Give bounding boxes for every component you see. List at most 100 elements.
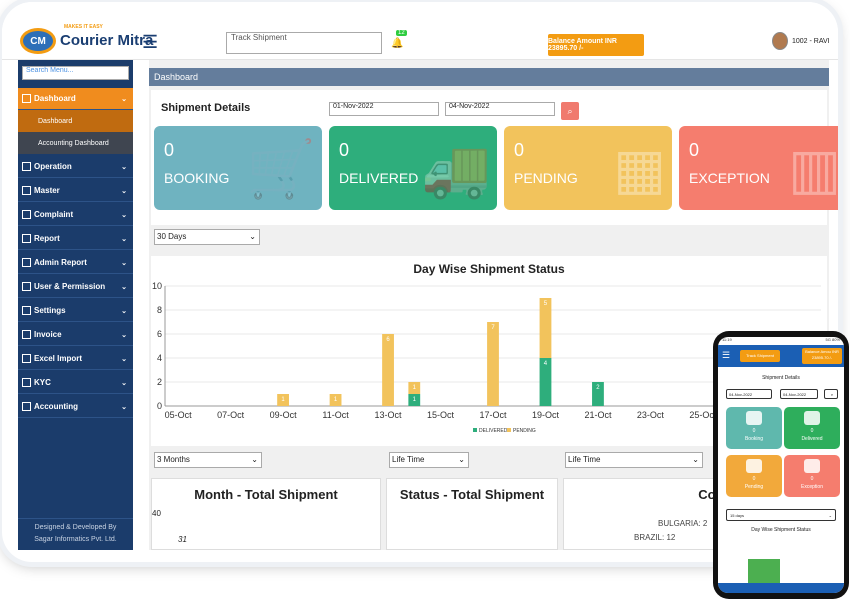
phone-date-from[interactable]: 04-Nov-2022 bbox=[726, 389, 772, 399]
sidebar-item-kyc[interactable]: KYC ⌄ bbox=[18, 372, 133, 394]
phone-card-value: 0 bbox=[810, 428, 814, 434]
phone-card-pending[interactable]: 0 Pending bbox=[726, 455, 782, 497]
sidebar-item-accounting[interactable]: Accounting ⌄ bbox=[18, 396, 133, 418]
footer-credit: Designed & Developed By Sagar Informatic… bbox=[18, 518, 133, 546]
sidebar-subitem-dashboard[interactable]: Dashboard bbox=[18, 110, 133, 132]
avatar[interactable] bbox=[772, 32, 788, 50]
chevron-down-icon: ⌄ bbox=[249, 232, 256, 241]
sidebar-subitem-accounting-dashboard[interactable]: Accounting Dashboard bbox=[18, 132, 133, 154]
card-booking[interactable]: 0 BOOKING 🛒 bbox=[154, 126, 322, 210]
x-tick-label: 07-Oct bbox=[217, 410, 245, 420]
x-tick-label: 25-Oct bbox=[689, 410, 717, 420]
chevron-down-icon: ⌄ bbox=[828, 513, 832, 518]
sidebar-item-label: Admin Report bbox=[34, 258, 87, 267]
bar-pending bbox=[277, 394, 289, 406]
trolley-icon: 🛒 bbox=[246, 137, 316, 200]
sidebar-item-user-permission[interactable]: User & Permission ⌄ bbox=[18, 276, 133, 298]
sidebar-item-settings[interactable]: Settings ⌄ bbox=[18, 300, 133, 322]
bar-delivered bbox=[592, 382, 604, 406]
phone-track-button[interactable]: Track Shipment bbox=[740, 350, 780, 362]
card-delivered[interactable]: 0 DELIVERED 🚚 bbox=[329, 126, 497, 210]
date-from-input[interactable]: 01-Nov-2022 bbox=[329, 102, 439, 116]
bar-pending bbox=[539, 298, 552, 358]
chevron-down-icon: ⌄ bbox=[692, 455, 699, 464]
sidebar-item-admin-report[interactable]: Admin Report ⌄ bbox=[18, 252, 133, 274]
logo[interactable]: CM Courier Mitra bbox=[20, 24, 153, 58]
months-select[interactable]: 3 Months ⌄ bbox=[154, 452, 262, 468]
phone-card-value: 0 bbox=[752, 476, 756, 482]
data-label: 1 bbox=[334, 397, 338, 403]
sidebar-item-excel-import[interactable]: Excel Import ⌄ bbox=[18, 348, 133, 370]
select-value: 15 days bbox=[730, 513, 745, 518]
y-tick-label: 2 bbox=[157, 377, 162, 387]
phone-screen: 11:19 5G 80% ☰ Track Shipment Balance Amo… bbox=[718, 337, 844, 593]
chevron-down-icon: ⌄ bbox=[121, 259, 127, 267]
search-button[interactable]: ⌕ bbox=[561, 102, 579, 120]
phone-status-bar: 11:19 5G 80% bbox=[718, 337, 844, 345]
gear-icon bbox=[22, 186, 31, 195]
phone-card-booking[interactable]: 0 Booking bbox=[726, 407, 782, 449]
user-icon bbox=[22, 210, 31, 219]
country-label: BRAZIL: 12 bbox=[634, 533, 676, 542]
data-label: 6 bbox=[386, 337, 390, 343]
sidebar-item-invoice[interactable]: Invoice ⌄ bbox=[18, 324, 133, 346]
gear-icon bbox=[22, 378, 31, 387]
menu-toggle-icon[interactable]: ☰ bbox=[722, 350, 731, 360]
x-tick-label: 21-Oct bbox=[584, 410, 612, 420]
chevron-down-icon: ⌄ bbox=[121, 355, 127, 363]
phone-card-label: Booking bbox=[744, 436, 764, 442]
legend-label: PENDING bbox=[513, 428, 536, 434]
phone-card-exception[interactable]: 0 Exception bbox=[784, 455, 840, 497]
phone-date-to[interactable]: 04-Nov-2022 bbox=[780, 389, 818, 399]
bar-pending bbox=[408, 382, 421, 394]
country-lifetime-select[interactable]: Life Time ⌄ bbox=[565, 452, 703, 468]
chart-title: Day Wise Shipment Status bbox=[413, 262, 565, 276]
sidebar-item-master[interactable]: Master ⌄ bbox=[18, 180, 133, 202]
phone-time: 11:19 bbox=[722, 337, 732, 342]
chevron-down-icon: ⌄ bbox=[121, 331, 127, 339]
bar-delivered bbox=[539, 358, 552, 406]
month-axis-top: 40 bbox=[152, 509, 161, 518]
select-value: Life Time bbox=[568, 455, 601, 464]
bar-pending bbox=[382, 334, 394, 406]
sidebar-item-dashboard[interactable]: Dashboard ⌄ bbox=[18, 88, 133, 110]
phone-balance[interactable]: Balance Amou INR 23895.70 /- bbox=[802, 348, 842, 364]
bar-pending bbox=[329, 394, 342, 406]
balance-button[interactable]: Balance Amount INR 23895.70 /- bbox=[548, 34, 644, 56]
top-bar: CM Courier Mitra MAKES IT EASY ☰ Track S… bbox=[2, 2, 838, 60]
status-lifetime-select[interactable]: Life Time ⌄ bbox=[389, 452, 469, 468]
sidebar-item-complaint[interactable]: Complaint ⌄ bbox=[18, 204, 133, 226]
country-label: BULGARIA: 2 bbox=[658, 519, 708, 528]
sidebar-item-report[interactable]: Report ⌄ bbox=[18, 228, 133, 250]
brand-tagline: MAKES IT EASY bbox=[64, 24, 103, 30]
report-icon bbox=[22, 258, 31, 267]
legend-swatch bbox=[507, 428, 511, 432]
search-icon[interactable]: ⌕ bbox=[824, 389, 838, 399]
page-title: Dashboard bbox=[149, 68, 829, 86]
sidebar-item-label: Complaint bbox=[34, 210, 74, 219]
phone-card-label: Exception bbox=[801, 484, 823, 490]
status-title: Status - Total Shipment bbox=[399, 487, 545, 502]
menu-toggle-icon[interactable]: ☰ bbox=[142, 32, 159, 52]
exception-icon bbox=[804, 459, 820, 473]
shipment-title: Shipment Details bbox=[161, 102, 251, 114]
user-name[interactable]: 1002 - RAVI bbox=[792, 38, 830, 45]
search-menu-input[interactable]: Search Menu... bbox=[22, 66, 129, 80]
chevron-down-icon: ⌄ bbox=[458, 455, 465, 464]
track-shipment-input[interactable]: Track Shipment bbox=[226, 32, 382, 54]
card-pending[interactable]: 0 PENDING ▦ bbox=[504, 126, 672, 210]
days-select[interactable]: 30 Days ⌄ bbox=[154, 229, 260, 245]
date-to-input[interactable]: 04-Nov-2022 bbox=[445, 102, 555, 116]
phone-card-delivered[interactable]: 0 Delivered bbox=[784, 407, 840, 449]
box-icon bbox=[746, 411, 762, 425]
chevron-down-icon: ⌄ bbox=[121, 403, 127, 411]
sidebar-item-label: Dashboard bbox=[34, 94, 76, 103]
bell-icon[interactable]: 🔔 bbox=[391, 38, 404, 49]
card-value: 0 bbox=[689, 140, 700, 160]
card-value: 0 bbox=[514, 140, 525, 160]
sidebar-item-operation[interactable]: Operation ⌄ bbox=[18, 156, 133, 178]
phone-bottom-nav bbox=[718, 583, 844, 593]
card-exception[interactable]: 0 EXCEPTION ▥ bbox=[679, 126, 838, 210]
phone-top-bar: ☰ Track Shipment Balance Amou INR 23895.… bbox=[718, 345, 844, 367]
phone-days-select[interactable]: 15 days ⌄ bbox=[726, 509, 836, 521]
